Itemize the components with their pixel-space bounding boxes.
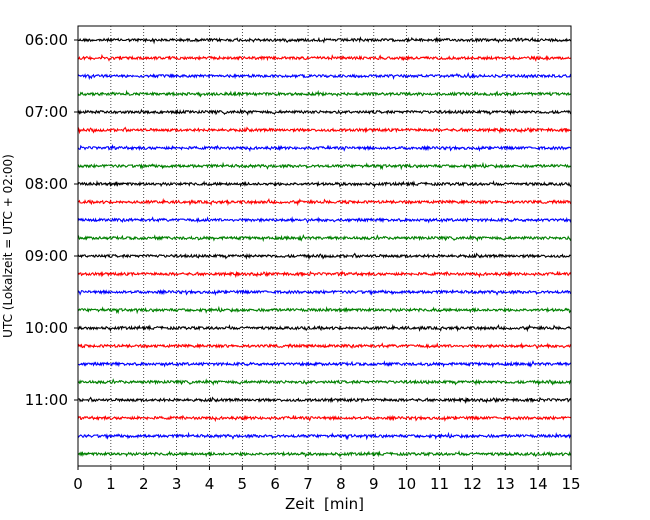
seismic-trace — [77, 378, 572, 387]
seismic-trace — [77, 450, 572, 459]
x-tick-label: 1 — [106, 475, 116, 493]
seismic-trace — [77, 396, 572, 405]
seismic-trace — [77, 126, 572, 135]
y-axis: 06:00 07:00 08:00 09:00 10:00 11:00 — [25, 31, 78, 409]
x-tick-label: 4 — [205, 475, 215, 493]
y-tick-label: 08:00 — [25, 175, 68, 193]
x-tick-label: 0 — [73, 475, 83, 493]
x-tick-label: 8 — [336, 475, 346, 493]
x-axis-title: Zeit [min] — [285, 495, 364, 513]
seismic-trace — [77, 252, 572, 261]
seismic-trace — [77, 161, 572, 171]
seismic-trace — [77, 360, 572, 369]
y-tick-label: 10:00 — [25, 319, 68, 337]
seismic-trace — [77, 234, 572, 243]
x-tick-label: 6 — [270, 475, 280, 493]
y-tick-label: 07:00 — [25, 103, 68, 121]
seismic-trace — [77, 53, 572, 62]
y-tick-label: 11:00 — [25, 391, 68, 409]
seismic-trace — [77, 269, 572, 279]
seismic-trace — [77, 216, 572, 224]
x-tick-label: 7 — [303, 475, 313, 493]
x-tick-label: 10 — [397, 475, 416, 493]
seismic-trace — [77, 143, 572, 153]
seismic-trace — [77, 108, 572, 116]
seismic-trace — [77, 323, 572, 333]
x-tick-label: 13 — [496, 475, 515, 493]
x-tick-label: 11 — [430, 475, 449, 493]
x-tick-label: 14 — [529, 475, 548, 493]
seismic-trace — [77, 431, 572, 441]
seismic-trace — [77, 179, 572, 189]
y-axis-title: UTC (Lokalzeit = UTC + 02:00) — [1, 154, 15, 338]
x-tick-label: 9 — [369, 475, 379, 493]
seismic-trace — [77, 89, 572, 98]
plot-frame — [77, 25, 572, 467]
y-tick-label: 09:00 — [25, 247, 68, 265]
seismic-trace — [77, 305, 572, 315]
x-tick-label: 12 — [463, 475, 482, 493]
x-tick-label: 15 — [561, 475, 580, 493]
x-tick-label: 3 — [172, 475, 182, 493]
x-tick-label: 5 — [238, 475, 248, 493]
seismic-trace — [77, 197, 572, 207]
grid-lines — [110, 26, 539, 466]
x-tick-label: 2 — [139, 475, 149, 493]
seismic-trace — [77, 288, 572, 296]
plot-background — [78, 26, 571, 466]
seismic-traces — [77, 36, 572, 459]
seismic-trace — [77, 342, 572, 350]
seismic-trace — [77, 36, 571, 45]
seismic-trace — [77, 414, 572, 423]
seismic-trace — [77, 72, 572, 81]
x-axis: 0 1 2 3 4 5 6 7 8 9 10 11 12 13 14 15 — [73, 466, 581, 493]
y-tick-label: 06:00 — [25, 31, 68, 49]
